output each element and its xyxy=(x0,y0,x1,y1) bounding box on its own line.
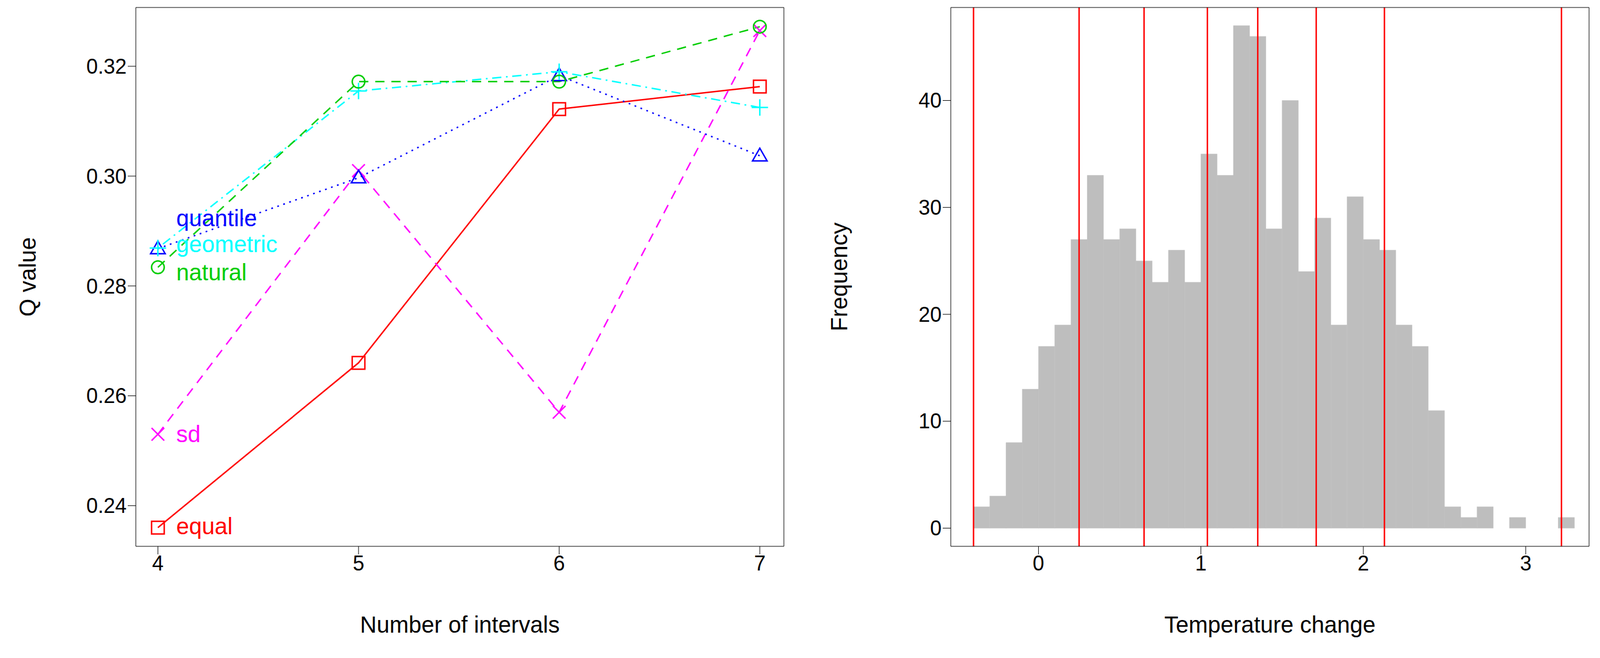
svg-text:sd: sd xyxy=(176,421,201,447)
svg-text:Temperature change: Temperature change xyxy=(1164,611,1376,638)
svg-text:Frequency: Frequency xyxy=(826,222,852,332)
svg-text:geometric: geometric xyxy=(176,231,278,257)
svg-text:20: 20 xyxy=(918,302,942,327)
svg-text:natural: natural xyxy=(176,259,247,285)
svg-text:7: 7 xyxy=(753,551,766,575)
svg-text:0.28: 0.28 xyxy=(86,274,127,299)
svg-text:quantile: quantile xyxy=(176,205,257,231)
svg-text:40: 40 xyxy=(918,88,942,113)
svg-text:10: 10 xyxy=(918,409,942,433)
svg-text:0.32: 0.32 xyxy=(86,54,127,79)
svg-text:0: 0 xyxy=(930,516,942,540)
svg-text:30: 30 xyxy=(918,195,942,220)
svg-text:4: 4 xyxy=(151,551,164,575)
svg-text:0.24: 0.24 xyxy=(86,493,127,518)
svg-text:0.30: 0.30 xyxy=(86,164,127,189)
svg-text:2: 2 xyxy=(1357,551,1370,575)
svg-text:3: 3 xyxy=(1520,551,1532,575)
svg-text:0.26: 0.26 xyxy=(86,383,127,408)
svg-text:1: 1 xyxy=(1195,551,1207,575)
svg-text:equal: equal xyxy=(176,513,233,539)
svg-text:6: 6 xyxy=(553,551,566,575)
svg-text:5: 5 xyxy=(352,551,365,575)
svg-text:0: 0 xyxy=(1032,551,1045,575)
svg-text:Q value: Q value xyxy=(14,237,41,317)
svg-text:Number of intervals: Number of intervals xyxy=(360,611,560,638)
